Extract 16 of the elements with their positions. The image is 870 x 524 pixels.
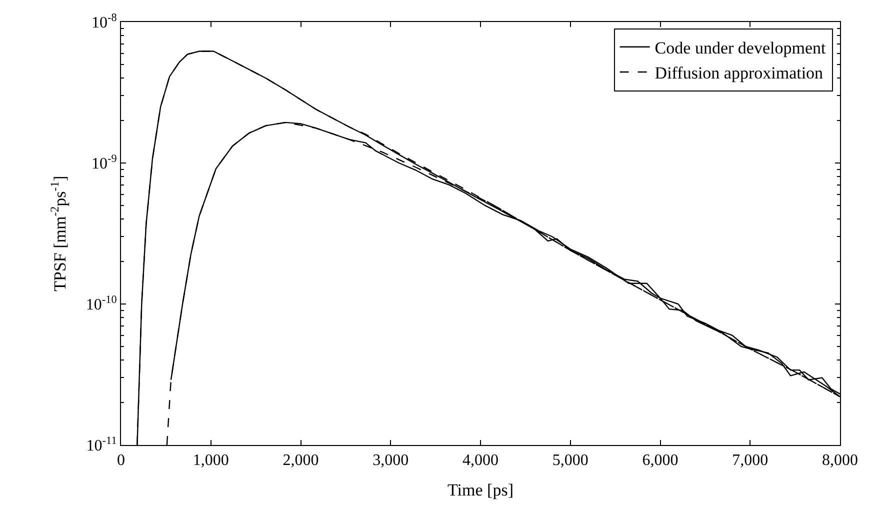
legend-label: Diffusion approximation [654,64,824,83]
y-tick-label: 10$^{-11}$ [86,434,117,455]
x-tick-label: 1,000 [192,452,229,470]
legend-label: Code under development [654,38,826,58]
x-axis-title: Time [ps] [448,480,514,500]
y-tick-label: 10$^{-10}$ [86,294,118,314]
x-tick-label: 8,000 [822,452,858,470]
x-tick-label: 0 [117,452,125,470]
x-tick-label: 6,000 [642,452,678,470]
y-tick-label: 10$^{-9}$ [91,152,118,173]
y-tick-label: 10$^{-8}$ [91,12,118,32]
x-tick-label: 3,000 [372,452,409,470]
x-tick-label: 5,000 [552,452,588,470]
x-tick-label: 4,000 [462,452,498,470]
x-tick-label: 2,000 [282,452,319,470]
x-tick-label: 7,000 [732,452,768,470]
